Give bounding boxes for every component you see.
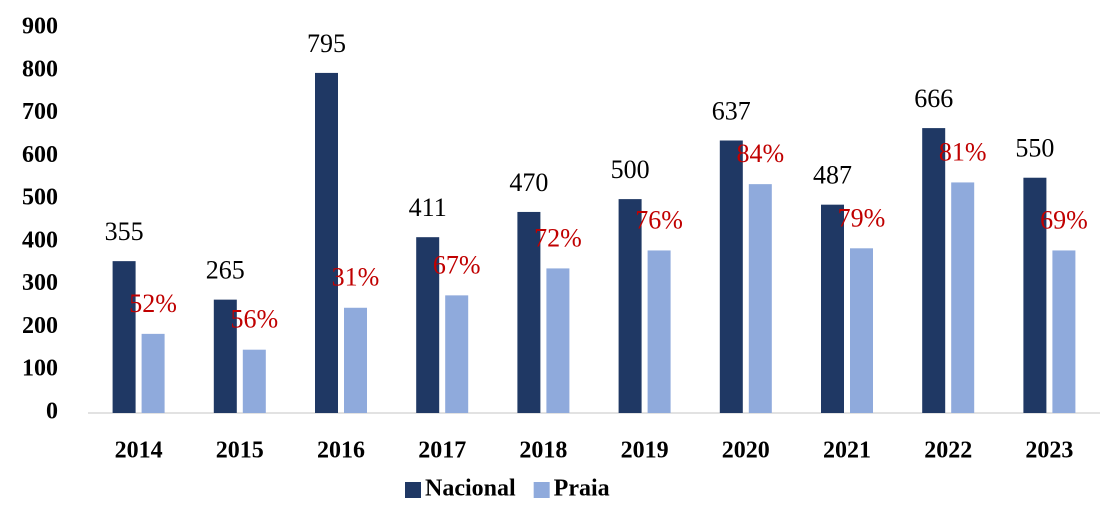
share-label: 56% (230, 305, 278, 334)
y-tick-label: 200 (22, 313, 58, 339)
legend-label: Praia (554, 476, 610, 502)
value-label: 637 (712, 96, 751, 125)
value-label: 666 (914, 84, 953, 113)
y-tick-label: 700 (22, 99, 58, 125)
bar (618, 199, 642, 413)
bar (213, 299, 237, 413)
y-tick-label: 500 (22, 185, 58, 211)
x-tick-label: 2014 (115, 438, 163, 464)
bar (344, 307, 367, 413)
legend-label: Nacional (425, 476, 516, 502)
share-label: 67% (433, 250, 481, 279)
x-tick-label: 2016 (317, 438, 365, 464)
y-tick-label: 800 (22, 56, 58, 82)
y-tick-label: 0 (46, 399, 58, 425)
y-tick-label: 900 (22, 14, 58, 40)
bar (647, 250, 671, 413)
value-label: 355 (105, 217, 144, 246)
x-tick-label: 2018 (519, 438, 567, 464)
value-label: 265 (206, 256, 245, 285)
x-tick-label: 2017 (418, 438, 466, 464)
y-tick-label: 300 (22, 270, 58, 296)
value-label: 500 (611, 155, 650, 184)
share-label: 84% (736, 139, 784, 168)
share-label: 72% (534, 223, 582, 252)
bar (1052, 250, 1076, 413)
bar (821, 204, 844, 413)
share-label: 81% (939, 137, 987, 166)
x-tick-label: 2019 (621, 438, 669, 464)
bar (850, 248, 873, 413)
x-tick-label: 2020 (722, 438, 770, 464)
share-label: 31% (332, 263, 380, 292)
y-tick-label: 400 (22, 227, 58, 253)
share-label: 52% (129, 289, 177, 318)
bar (112, 261, 136, 413)
x-tick-label: 2015 (216, 438, 264, 464)
bar (416, 237, 440, 413)
legend-swatch (405, 482, 421, 498)
value-label: 470 (509, 168, 548, 197)
value-label: 411 (409, 193, 447, 222)
y-tick-label: 100 (22, 356, 58, 382)
bar (922, 128, 946, 413)
x-tick-label: 2021 (823, 438, 871, 464)
share-label: 79% (838, 203, 886, 232)
bar (719, 140, 743, 413)
value-label: 487 (813, 161, 852, 190)
bar (242, 349, 266, 413)
bar (141, 333, 165, 413)
bar (748, 184, 772, 413)
x-tick-label: 2023 (1025, 438, 1073, 464)
bar (951, 182, 975, 413)
value-label: 795 (307, 29, 346, 58)
x-tick-label: 2022 (924, 438, 972, 464)
legend-swatch (533, 482, 550, 498)
share-label: 69% (1040, 205, 1088, 234)
bar (315, 72, 338, 414)
bar (445, 295, 469, 413)
bar (517, 211, 541, 413)
bar (546, 268, 570, 413)
y-tick-label: 600 (22, 142, 58, 168)
value-label: 550 (1015, 134, 1054, 163)
share-label: 76% (635, 205, 683, 234)
bar (1023, 177, 1047, 413)
